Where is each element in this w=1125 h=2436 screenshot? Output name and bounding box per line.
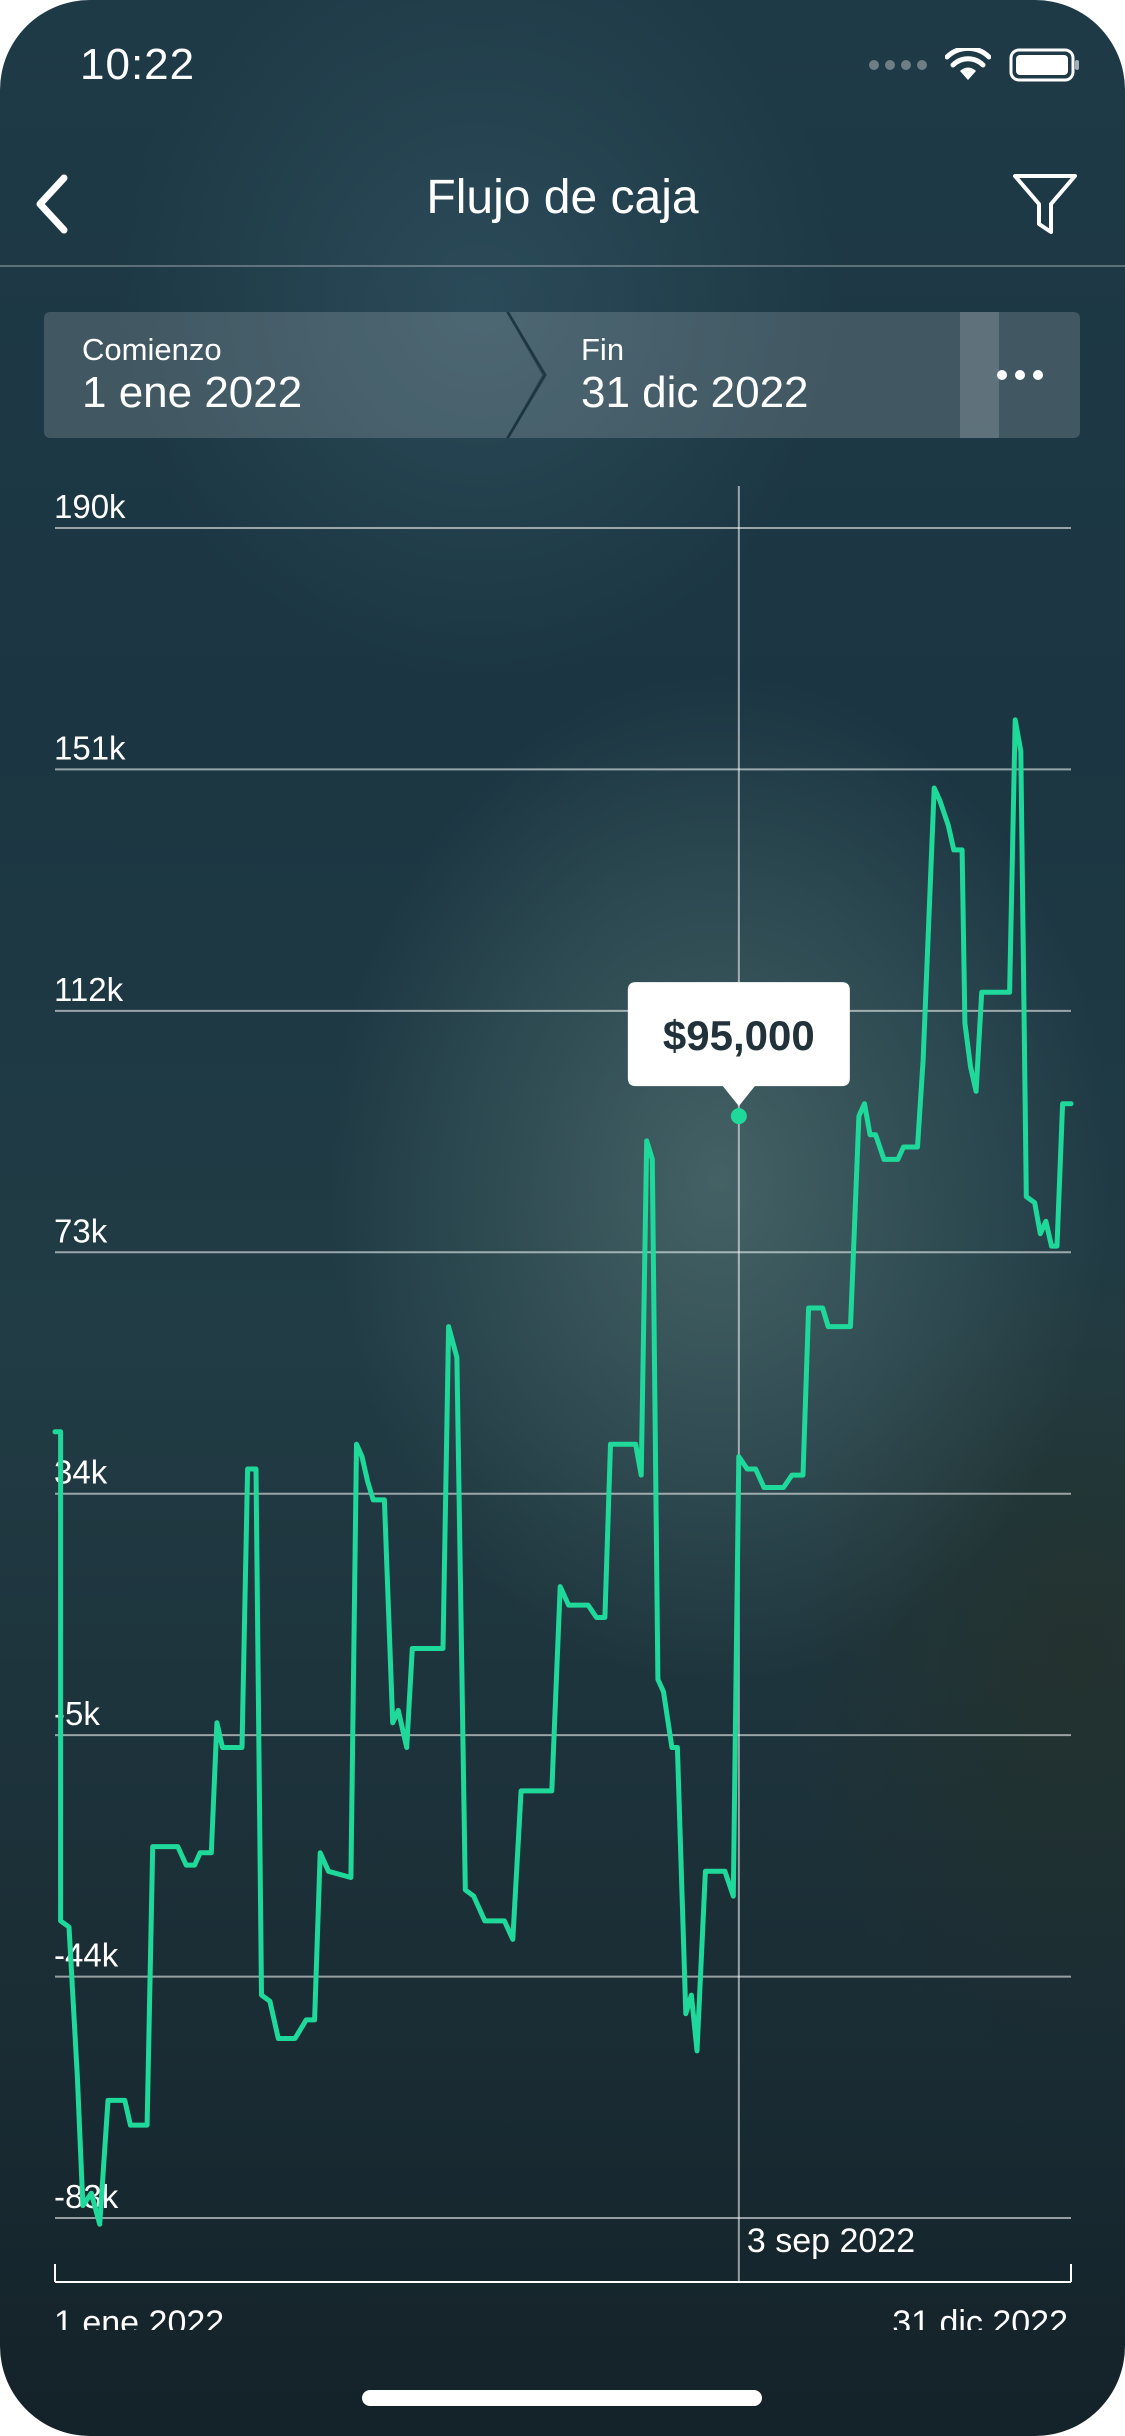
x-end-label: 31 dic 2022 [892,2304,1068,2330]
start-date-button[interactable]: Comienzo 1 ene 2022 [44,312,544,438]
page-title: Flujo de caja [426,171,699,224]
start-date-label: Comienzo [82,332,222,367]
start-date-value: 1 ene 2022 [82,368,303,417]
cellular-signal-icon [869,60,927,70]
cursor-date-label: 3 sep 2022 [747,2222,915,2260]
x-start-label: 1 ene 2022 [54,2304,224,2330]
nav-divider [0,265,1125,267]
navigation-bar: Flujo de caja [0,150,1125,266]
battery-icon [1009,48,1079,82]
segment-separator [506,312,546,438]
end-date-button[interactable]: Fin 31 dic 2022 [509,312,999,438]
status-time: 10:22 [80,40,196,89]
cash-flow-line [52,717,1074,2227]
date-range-selector: Comienzo 1 ene 2022 Fin 31 dic 2022 [44,312,1080,438]
end-date-label: Fin [581,332,625,367]
wifi-icon [945,48,991,80]
y-tick-label: -44k [54,1937,119,1974]
ellipsis-icon [997,370,1043,380]
home-indicator[interactable] [362,2390,762,2406]
end-date-value: 31 dic 2022 [581,368,809,417]
more-options-button[interactable] [960,312,1080,438]
status-icons [869,48,1081,82]
tooltip-value: $95,000 [663,1012,815,1059]
y-tick-label: 151k [54,729,126,766]
filter-icon[interactable] [1005,162,1085,242]
chevron-left-icon[interactable] [18,164,98,244]
y-tick-label: 190k [54,488,126,525]
y-tick-label: 112k [54,971,124,1008]
y-tick-label: 73k [54,1212,108,1249]
tooltip-box [627,982,850,1107]
cursor-point [730,1108,747,1125]
